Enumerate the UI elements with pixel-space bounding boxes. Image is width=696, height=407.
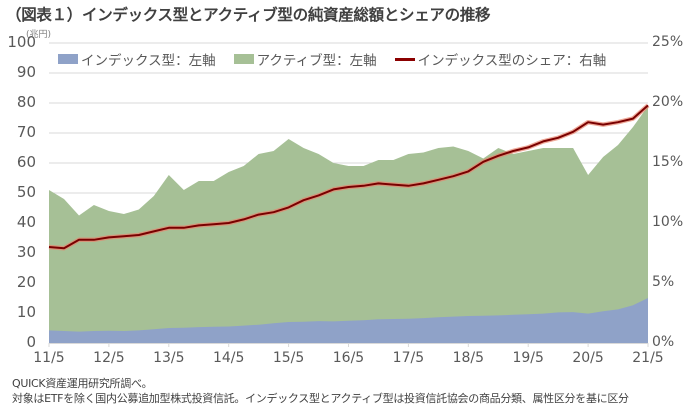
x-axis-tick: 21/5 [632, 350, 664, 366]
right-axis-tick: 0% [652, 334, 675, 350]
scope-note: 対象はETFを除く国内公募追加型株式投資信託。インデックス型とアクティブ型は投資… [12, 392, 629, 405]
x-axis-tick: 12/5 [93, 350, 125, 366]
legend-item-active: アクティブ型：左軸 [233, 49, 377, 69]
x-axis-tick: 11/5 [33, 350, 65, 366]
x-axis-tick: 15/5 [272, 350, 305, 366]
left-axis-tick: 90 [16, 63, 36, 81]
left-axis-tick: 30 [16, 243, 36, 261]
x-axis-tick: 16/5 [332, 350, 365, 366]
x-axis-tick: 17/5 [392, 350, 425, 366]
left-axis-unit: (兆円) [26, 30, 52, 40]
legend-swatch-active [233, 54, 254, 64]
left-axis-tick: 80 [16, 93, 36, 111]
right-axis-tick: 20% [652, 94, 684, 110]
legend-swatch-index [58, 54, 78, 64]
share-line [48, 104, 649, 250]
chart-legend: インデックス型：左軸 アクティブ型：左軸 インデックス型のシェア：右軸 [58, 49, 606, 69]
right-axis-tick: 5% [652, 274, 675, 290]
legend-label-active: アクティブ型：左軸 [256, 53, 377, 69]
left-axis-tick: 60 [16, 153, 36, 171]
active-area [49, 106, 648, 343]
right-axis-tick: 15% [652, 154, 684, 170]
left-axis-tick: 10 [16, 303, 36, 321]
left-axis-tick: 0 [26, 333, 36, 351]
chart-title: （図表１）インデックス型とアクティブ型の純資産総額とシェアの推移 [6, 6, 491, 24]
x-axis-tick: 20/5 [572, 350, 604, 366]
legend-label-share: インデックス型のシェア：右軸 [417, 53, 607, 69]
right-axis-tick: 25% [652, 34, 684, 50]
x-axis-tick: 18/5 [452, 350, 485, 366]
x-axis-tick: 19/5 [512, 350, 544, 366]
left-axis-tick: 70 [16, 123, 36, 141]
x-axis-tick: 13/5 [153, 350, 185, 366]
legend-item-index: インデックス型：左軸 [58, 49, 216, 69]
x-axis-tick-marks [48, 343, 649, 347]
right-axis-tick: 10% [652, 214, 684, 230]
left-axis-tick: 100 [7, 33, 36, 51]
legend-item-share: インデックス型のシェア：右軸 [394, 49, 607, 69]
left-axis-tick: 20 [16, 273, 36, 291]
left-axis-tick: 40 [16, 213, 36, 231]
index-area [49, 298, 648, 343]
x-axis-tick: 14/5 [212, 350, 245, 366]
legend-swatch-share [394, 57, 415, 61]
legend-label-index: インデックス型：左軸 [81, 53, 216, 69]
left-axis-tick: 50 [16, 183, 36, 201]
source-note: QUICK資産運用研究所調べ。 [12, 377, 153, 390]
